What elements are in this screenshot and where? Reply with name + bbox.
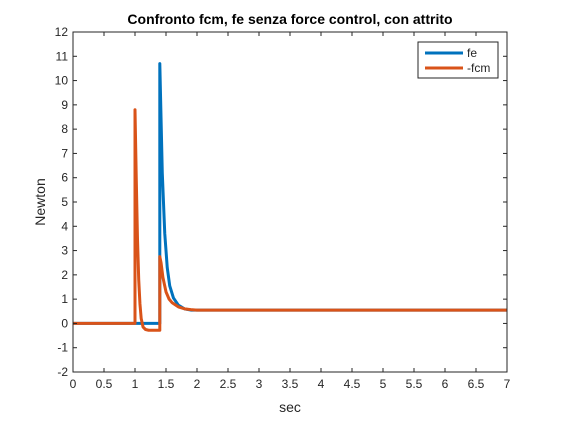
y-tick-label: 4 — [61, 219, 68, 233]
x-tick-label: 5.5 — [406, 377, 423, 391]
x-tick-label: 2.5 — [220, 377, 237, 391]
y-tick-label: 0 — [61, 316, 68, 330]
y-tick-label: 9 — [61, 98, 68, 112]
y-tick-label: 3 — [61, 244, 68, 258]
x-tick-label: 4.5 — [344, 377, 361, 391]
y-tick-label: 6 — [61, 171, 68, 185]
y-tick-label: 1 — [61, 292, 68, 306]
x-tick-label: 3 — [256, 377, 263, 391]
legend: fe-fcm — [417, 41, 499, 79]
x-tick-label: 3.5 — [282, 377, 299, 391]
y-tick-label: 8 — [61, 122, 68, 136]
legend-label-0: fe — [467, 46, 477, 60]
y-axis-label: Newton — [32, 178, 48, 225]
x-tick-label: 1.5 — [158, 377, 175, 391]
x-tick-label: 6.5 — [468, 377, 485, 391]
plot-area — [73, 32, 507, 372]
x-tick-label: 4 — [318, 377, 325, 391]
x-tick-label: 5 — [380, 377, 387, 391]
x-tick-label: 0.5 — [96, 377, 113, 391]
series-layer — [73, 62, 507, 332]
y-tick-label: 11 — [56, 49, 69, 63]
series-line-1 — [73, 108, 507, 332]
y-tick-label: 5 — [61, 195, 68, 209]
y-tick-label: 12 — [55, 25, 69, 39]
legend-label-1: -fcm — [467, 61, 490, 75]
x-tick-label: 6 — [442, 377, 449, 391]
x-tick-label: 2 — [194, 377, 201, 391]
ticks-layer: 0 0.5 1 1.5 2 2.5 3 3.5 4 4.5 5 5.5 6 6.5 7-2-10123456… — [55, 25, 511, 391]
x-axis-label: sec — [279, 399, 301, 415]
x-tick-label: 7 — [504, 377, 511, 391]
y-tick-label: -2 — [57, 365, 68, 379]
x-tick-label: 0 — [70, 377, 77, 391]
legend-box — [417, 41, 499, 79]
y-tick-label: -1 — [57, 341, 68, 355]
chart-title: Confronto fcm, fe senza force control, c… — [127, 11, 452, 27]
y-tick-label: 10 — [55, 74, 69, 88]
y-tick-label: 2 — [61, 268, 68, 282]
y-tick-label: 7 — [61, 146, 68, 160]
x-tick-label: 1 — [132, 377, 139, 391]
